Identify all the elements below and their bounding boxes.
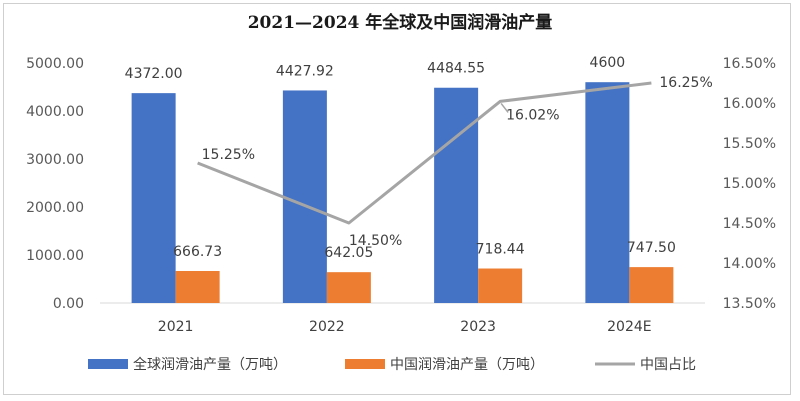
- data-label-china-share: 16.25%: [659, 75, 712, 91]
- y-right-tick-label: 15.00%: [723, 176, 776, 192]
- data-label-china-production: 642.05: [324, 245, 373, 261]
- x-category-label: 2022: [309, 319, 345, 335]
- legend-bar-swatch: [345, 359, 385, 369]
- y-right-tick-label: 13.50%: [723, 296, 776, 312]
- data-label-china-share: 16.02%: [506, 107, 559, 123]
- data-label-leader-line: [500, 102, 509, 113]
- bar-china-production: [478, 268, 523, 303]
- data-label-global-production: 4600: [590, 55, 626, 71]
- data-label-global-production: 4372.00: [125, 66, 183, 82]
- data-label-global-production: 4427.92: [276, 63, 334, 79]
- y-left-tick-label: 3000.00: [26, 152, 84, 168]
- y-left-tick-label: 4000.00: [26, 104, 84, 120]
- legend-bar-swatch: [88, 359, 128, 369]
- data-label-china-production: 747.50: [627, 240, 676, 256]
- y-right-tick-label: 15.50%: [723, 136, 776, 152]
- y-left-tick-label: 5000.00: [26, 56, 84, 72]
- x-category-label: 2023: [460, 319, 496, 335]
- x-category-label: 2021: [158, 319, 194, 335]
- y-left-tick-label: 2000.00: [26, 200, 84, 216]
- bar-china-production: [326, 272, 371, 303]
- line-china-share: [197, 81, 652, 225]
- legend-label: 中国占比: [640, 357, 696, 373]
- bar-global-production: [585, 82, 630, 303]
- y-right-tick-label: 14.00%: [723, 256, 776, 272]
- y-left-tick-label: 0.00: [53, 296, 84, 312]
- y-right-tick-label: 14.50%: [723, 216, 776, 232]
- bar-china-production: [629, 267, 674, 303]
- x-category-label: 2024E: [607, 319, 651, 335]
- chart-title: 2021—2024 年全球及中国润滑油产量: [247, 13, 553, 33]
- data-label-china-production: 718.44: [476, 242, 525, 258]
- bar-china-production: [175, 270, 220, 303]
- data-label-global-production: 4484.55: [427, 61, 485, 77]
- bar-global-production: [282, 90, 327, 303]
- legend-label: 中国润滑油产量（万吨）: [390, 356, 544, 373]
- bar-global-production: [434, 87, 479, 303]
- y-right-tick-label: 16.00%: [723, 96, 776, 112]
- data-label-china-production: 666.73: [173, 244, 222, 260]
- legend-label: 全球润滑油产量（万吨）: [133, 356, 287, 373]
- data-label-china-share: 14.50%: [349, 233, 402, 249]
- y-right-tick-label: 16.50%: [723, 56, 776, 72]
- y-left-tick-label: 1000.00: [26, 248, 84, 264]
- data-label-china-share: 15.25%: [202, 147, 255, 163]
- bar-global-production: [131, 93, 176, 303]
